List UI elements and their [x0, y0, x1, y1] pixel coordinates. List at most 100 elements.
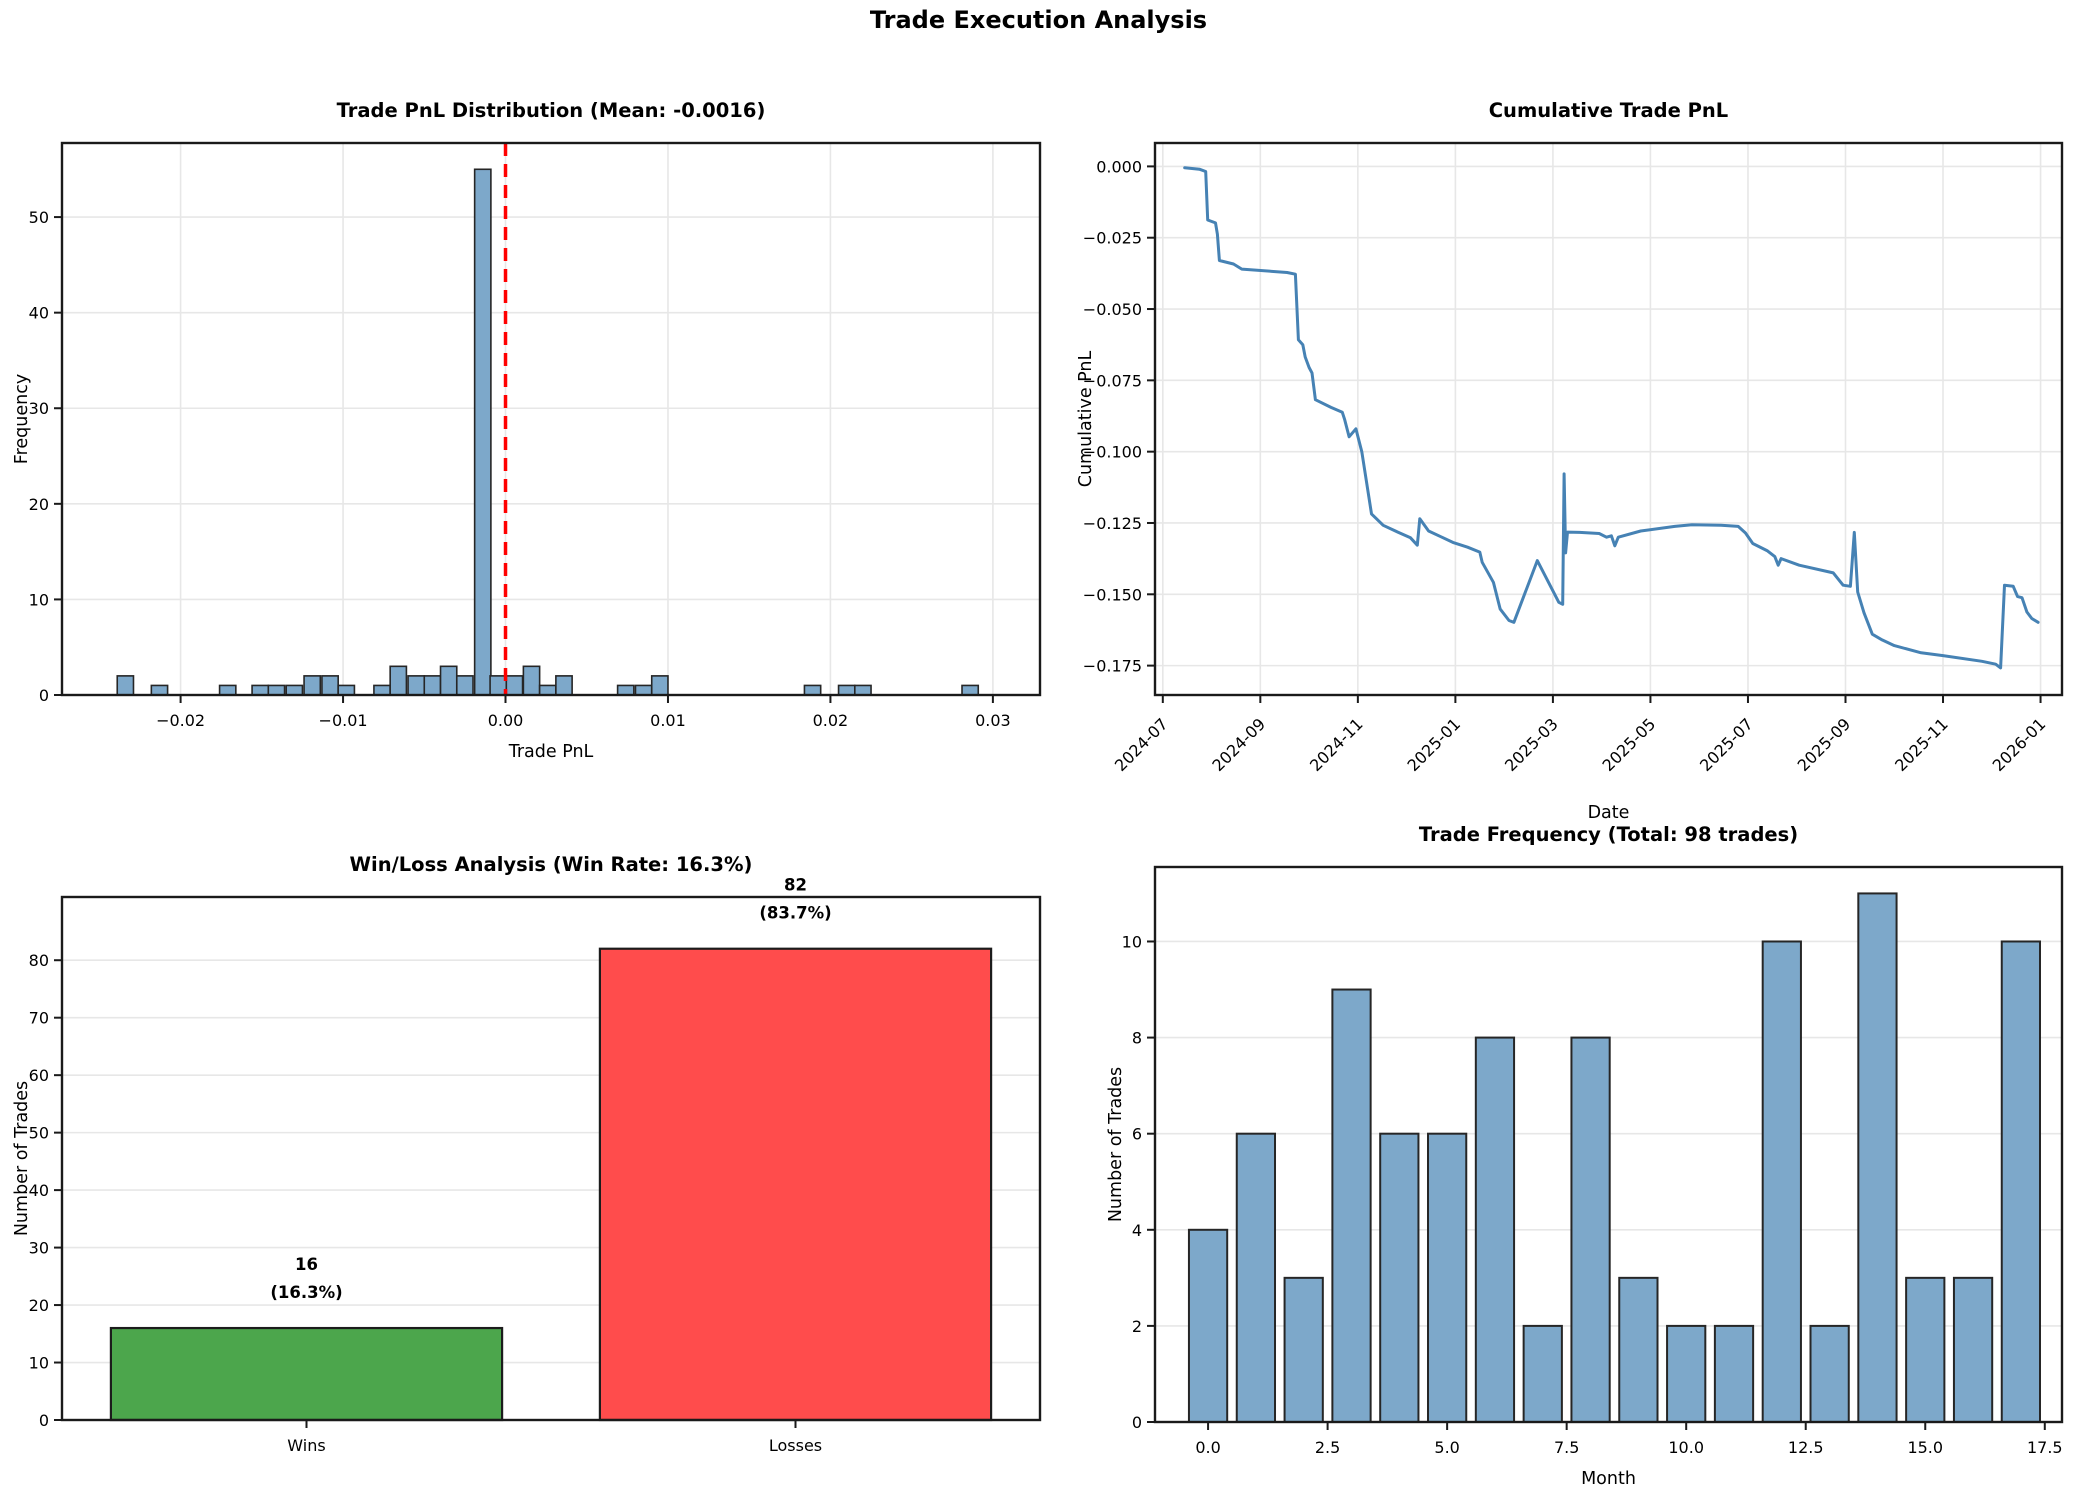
- y-tick-label: 50: [29, 208, 49, 227]
- chart-title: Cumulative Trade PnL: [1489, 99, 1728, 122]
- bar-count-annotation: 16: [295, 1255, 318, 1274]
- x-tick-label: 7.5: [1554, 1438, 1579, 1457]
- bar: [650, 675, 669, 696]
- bar: [218, 684, 237, 696]
- y-axis-label: Cumulative PnL: [1077, 350, 1096, 487]
- bar: [1666, 1324, 1707, 1424]
- x-tick-label: −0.02: [156, 711, 205, 730]
- x-tick-label: 2025-07: [1696, 714, 1757, 775]
- bar-percent-annotation: (16.3%): [270, 1283, 342, 1302]
- bar: [538, 684, 557, 696]
- chart-title: Trade PnL Distribution (Mean: -0.0016): [337, 99, 766, 122]
- bar: [2000, 940, 2042, 1423]
- x-axis-label: Month: [1581, 1469, 1636, 1489]
- chart-title: Win/Loss Analysis (Win Rate: 16.3%): [350, 853, 753, 876]
- y-tick-label: 20: [29, 1296, 49, 1315]
- x-tick-label: 0.03: [975, 711, 1011, 730]
- y-tick-label: 50: [29, 1124, 49, 1143]
- bar: [337, 684, 356, 696]
- y-tick-label: 0: [39, 686, 49, 705]
- trade-frequency-chart: 0 2 4 6 8 10 0.0 2.5 5.0 7.5 10.0 12.5 15.0 17.5 Trade…: [1106, 823, 2064, 1489]
- bar: [407, 675, 426, 696]
- y-tick-label: 0.000: [1096, 157, 1142, 176]
- y-tick-label: 40: [29, 304, 49, 323]
- x-tick-label: 0.01: [650, 711, 686, 730]
- y-axis-label: Frequency: [12, 374, 32, 464]
- bar: [116, 675, 135, 696]
- y-axis-label: Number of Trades: [12, 1081, 32, 1236]
- y-tick-label: −0.175: [1083, 657, 1142, 676]
- y-tick-label: 60: [29, 1066, 49, 1085]
- bar: [423, 675, 442, 696]
- bar: [251, 684, 270, 696]
- y-tick-label: −0.050: [1083, 300, 1142, 319]
- x-tick-label: 2.5: [1315, 1438, 1340, 1457]
- y-tick-label: 30: [29, 1239, 49, 1258]
- x-tick-label: 12.5: [1788, 1438, 1824, 1457]
- chart-title: Trade Frequency (Total: 98 trades): [1419, 823, 1798, 846]
- y-tick-label: 2: [1132, 1317, 1142, 1336]
- x-tick-label: 2025-09: [1794, 714, 1855, 775]
- bar: [803, 684, 822, 696]
- bar: [853, 684, 872, 696]
- bar: [522, 665, 541, 696]
- figure-title: Trade Execution Analysis: [869, 6, 1208, 34]
- bar: [1427, 1132, 1468, 1423]
- y-tick-label: −0.075: [1083, 371, 1142, 390]
- x-tick-label: −0.01: [319, 711, 368, 730]
- bar: [1235, 1132, 1277, 1423]
- bar: [1761, 940, 1802, 1423]
- y-tick-label: −0.125: [1083, 514, 1142, 533]
- x-axis-label: Date: [1588, 803, 1630, 820]
- bar: [1809, 1324, 1850, 1424]
- x-axis-label: Trade PnL: [508, 742, 594, 762]
- axes-spines: [1153, 865, 2064, 1424]
- bar: [1474, 1036, 1516, 1423]
- axes-spines: [60, 895, 1042, 1422]
- wins-bar: [109, 1326, 504, 1422]
- bar: [961, 684, 980, 696]
- bar-percent-annotation: (83.7%): [759, 904, 831, 923]
- axes-spines: [1153, 141, 2064, 697]
- y-tick-label: 10: [1122, 932, 1142, 951]
- y-tick-label: −0.150: [1083, 585, 1142, 604]
- x-tick-label: Losses: [769, 1436, 822, 1455]
- bar: [1952, 1276, 1994, 1423]
- x-tick-label: 2025-05: [1599, 714, 1660, 775]
- cumulative-pnl-line: [1183, 166, 2040, 670]
- losses-bar: [598, 947, 993, 1422]
- bar: [267, 684, 286, 696]
- bar: [455, 675, 474, 696]
- win-loss-chart: 16 (16.3%) 82 (83.7%) 0 10 20 30 40 50 60 70 80 Wins L…: [12, 853, 1042, 1455]
- bar: [1331, 988, 1372, 1423]
- bar-count-annotation: 82: [784, 876, 807, 895]
- bar: [1857, 892, 1898, 1423]
- y-tick-label: 30: [29, 399, 49, 418]
- cumulative-pnl-chart: 0.000 −0.025 −0.050 −0.075 −0.100 −0.125 −0.15…: [1077, 99, 2064, 820]
- bar: [439, 665, 458, 696]
- y-tick-label: 0: [1132, 1413, 1142, 1432]
- y-tick-label: 70: [29, 1009, 49, 1028]
- bar: [634, 684, 653, 696]
- x-tick-label: 2024-11: [1306, 714, 1367, 775]
- bar: [473, 168, 492, 696]
- y-tick-label: 8: [1132, 1029, 1142, 1048]
- bar: [1522, 1324, 1563, 1424]
- x-tick-label: 10.0: [1668, 1438, 1704, 1457]
- x-tick-label: 5.0: [1434, 1438, 1459, 1457]
- bar: [389, 665, 408, 696]
- bar: [285, 684, 304, 696]
- x-tick-label: 2025-01: [1403, 714, 1464, 775]
- x-tick-label: 2024-07: [1111, 714, 1172, 775]
- y-tick-label: −0.100: [1083, 443, 1142, 462]
- y-tick-label: 40: [29, 1181, 49, 1200]
- y-tick-label: 4: [1132, 1221, 1142, 1240]
- bar: [1187, 1228, 1229, 1423]
- bar: [1713, 1324, 1755, 1424]
- bar: [1379, 1132, 1420, 1423]
- y-axis-label: Number of Trades: [1106, 1067, 1126, 1222]
- x-tick-label: 15.0: [1907, 1438, 1943, 1457]
- y-tick-label: 0: [39, 1411, 49, 1430]
- bar: [555, 675, 573, 696]
